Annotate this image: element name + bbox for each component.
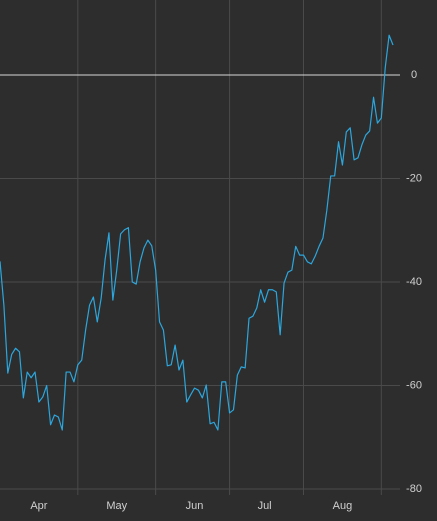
x-tick-label: May (106, 500, 127, 512)
y-tick-label: -60 (406, 379, 422, 391)
y-tick-label: -20 (406, 172, 422, 184)
x-tick-label: Apr (30, 500, 47, 512)
data-line (0, 34, 394, 431)
x-tick-label: Jun (186, 500, 204, 512)
x-tick-label: Aug (333, 500, 353, 512)
y-tick-label: 0 (411, 69, 417, 81)
y-tick-label: -80 (406, 483, 422, 495)
y-tick-label: -40 (406, 276, 422, 288)
x-tick-label: Jul (258, 500, 272, 512)
